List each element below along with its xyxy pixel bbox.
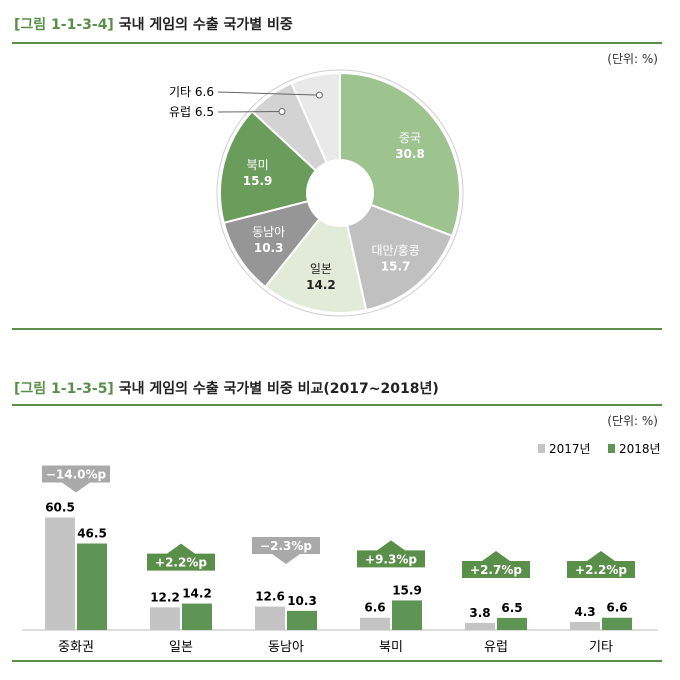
- figure1-title-text: 국내 게임의 수출 국가별 비중: [118, 17, 293, 33]
- figure2-title: [그림 1-1-3-5] 국내 게임의 수출 국가별 비중 비교(2017~20…: [14, 378, 439, 398]
- pie-slice: [346, 203, 454, 312]
- figure1-bottom-rule: [12, 328, 662, 330]
- pie-chart: 중국 30.8 대만/홍콩 15.7 일본 14.2 동남아 10.3 북미 15.9 유럽 6.5…: [169, 69, 464, 317]
- pie-slice: [219, 109, 318, 225]
- change-arrow: [462, 551, 530, 578]
- x-tick-label: 중화권: [58, 640, 94, 655]
- pie-slice-value: 14.2: [306, 278, 336, 292]
- bar-value: 10.3: [287, 594, 317, 608]
- bar-value: 60.5: [45, 500, 75, 514]
- bar-2018: [287, 610, 317, 630]
- figure1-unit: (단위: %): [607, 52, 658, 66]
- bar-2018: [392, 600, 422, 630]
- bar-value: 14.2: [182, 587, 212, 601]
- figure1-top-rule: [12, 42, 662, 44]
- change-arrow: [357, 540, 425, 568]
- bar-value: 3.8: [469, 606, 490, 620]
- figure2-top-rule: [12, 404, 662, 406]
- change-arrow: [42, 465, 110, 493]
- bar-2017: [360, 617, 390, 630]
- pie-slice: [263, 217, 368, 314]
- change-label: +2.2%p: [155, 556, 207, 570]
- pie-slice: [339, 71, 461, 238]
- pie-leader-dot: [278, 108, 286, 116]
- bar-2018: [497, 617, 527, 630]
- legend-swatch: [608, 444, 615, 453]
- bar-2017: [45, 517, 75, 630]
- pie-leader-line: [217, 91, 320, 96]
- change-label: +2.7%p: [470, 563, 522, 577]
- change-arrow: [147, 543, 215, 571]
- x-tick-label: 동남아: [268, 640, 304, 655]
- change-label: −14.0%p: [46, 467, 107, 481]
- legend-label: 2018년: [619, 442, 661, 456]
- legend-label: 2017년: [549, 442, 591, 456]
- pie-slice-label: 동남아: [252, 225, 285, 239]
- bar-2017: [465, 622, 495, 630]
- x-tick-label: 일본: [169, 640, 193, 655]
- bar-value: 15.9: [392, 583, 422, 597]
- bar-2017: [570, 622, 600, 630]
- bar-value: 12.6: [255, 590, 285, 604]
- pie-slice-label: 북미: [247, 158, 269, 172]
- pie-slice-value: 15.9: [243, 174, 273, 188]
- bar-2017: [150, 607, 180, 630]
- pie-slice-label: 대만/홍콩: [371, 243, 419, 257]
- pie-slice-label: 일본: [310, 262, 332, 276]
- pie-outer-label: 유럽 6.5: [169, 105, 214, 119]
- bar-value: 6.6: [606, 601, 627, 615]
- change-label: −2.3%p: [260, 539, 312, 553]
- pie-slice-value: 30.8: [395, 147, 425, 161]
- bar-2018: [602, 617, 632, 630]
- figure1-number: [그림 1-1-3-4]: [14, 17, 114, 33]
- bar-2018: [77, 543, 107, 630]
- x-tick-label: 유럽: [484, 640, 508, 655]
- x-tick-label: 북미: [379, 640, 403, 655]
- legend-swatch: [538, 444, 545, 453]
- bar-chart: 2017년 2018년 60.546.5 중화권 −14.0%p 12.2 14.2 일본 +2…: [22, 442, 661, 655]
- x-tick-label: 기타: [589, 640, 613, 655]
- bar-value: 46.5: [77, 527, 107, 541]
- figure2-bottom-rule: [12, 660, 662, 662]
- bar-value: 4.3: [574, 605, 595, 619]
- pie-outer-label: 기타 6.6: [169, 85, 214, 99]
- bar-value: 6.5: [501, 601, 522, 615]
- pie-slice-value: 10.3: [254, 241, 284, 255]
- figure2-number: [그림 1-1-3-5]: [14, 381, 114, 397]
- figure1-title: [그림 1-1-3-4] 국내 게임의 수출 국가별 비중: [14, 14, 293, 34]
- bar-2017: [255, 606, 285, 630]
- change-label: +2.2%p: [575, 563, 627, 577]
- pie-slice: [290, 71, 341, 165]
- figure2-unit: (단위: %): [607, 414, 658, 428]
- change-arrow: [252, 537, 320, 564]
- pie-leader-dot: [315, 91, 323, 99]
- bar-2018: [182, 603, 212, 630]
- bar-value: 6.6: [364, 601, 385, 615]
- pie-slice-value: 15.7: [381, 259, 411, 273]
- change-arrow: [567, 551, 635, 578]
- pie-slice-label: 중국: [399, 131, 421, 145]
- figure2-title-text: 국내 게임의 수출 국가별 비중 비교(2017~2018년): [118, 381, 439, 397]
- bar-value: 12.2: [150, 590, 180, 604]
- change-label: +9.3%p: [365, 552, 417, 566]
